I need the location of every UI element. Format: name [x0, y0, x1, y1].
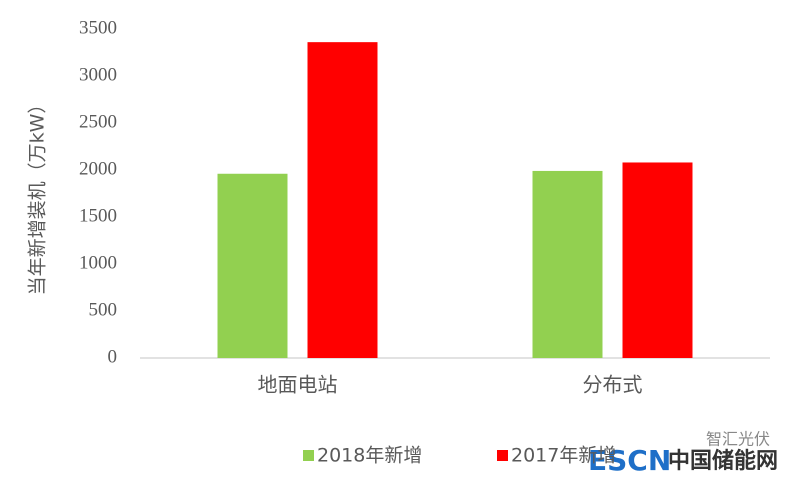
legend-label: 2018年新增: [317, 445, 422, 467]
y-tick-label: 1000: [79, 252, 117, 273]
y-tick-label: 1500: [79, 205, 117, 226]
bar: [307, 42, 378, 358]
y-tick-label: 0: [108, 346, 118, 367]
bar: [622, 162, 693, 358]
bar: [532, 170, 603, 358]
y-tick-label: 2000: [79, 158, 117, 179]
legend-swatch: [497, 450, 508, 461]
x-tick-label: 分布式: [583, 373, 643, 397]
y-tick-label: 3000: [79, 64, 117, 85]
watermark-logo: ESCN: [588, 444, 671, 477]
y-tick-label: 3500: [79, 17, 117, 38]
x-tick-label: 地面电站: [258, 373, 338, 397]
legend-label: 2017年新增: [511, 445, 616, 467]
y-tick-label: 500: [89, 299, 118, 320]
y-tick-label: 2500: [79, 111, 117, 132]
watermark-account: 智汇光伏: [706, 430, 770, 449]
y-axis-label: 当年新增装机（万kW）: [27, 95, 49, 296]
bar: [217, 173, 288, 358]
legend-swatch: [303, 450, 314, 461]
watermark-site: 中国储能网: [668, 448, 778, 474]
